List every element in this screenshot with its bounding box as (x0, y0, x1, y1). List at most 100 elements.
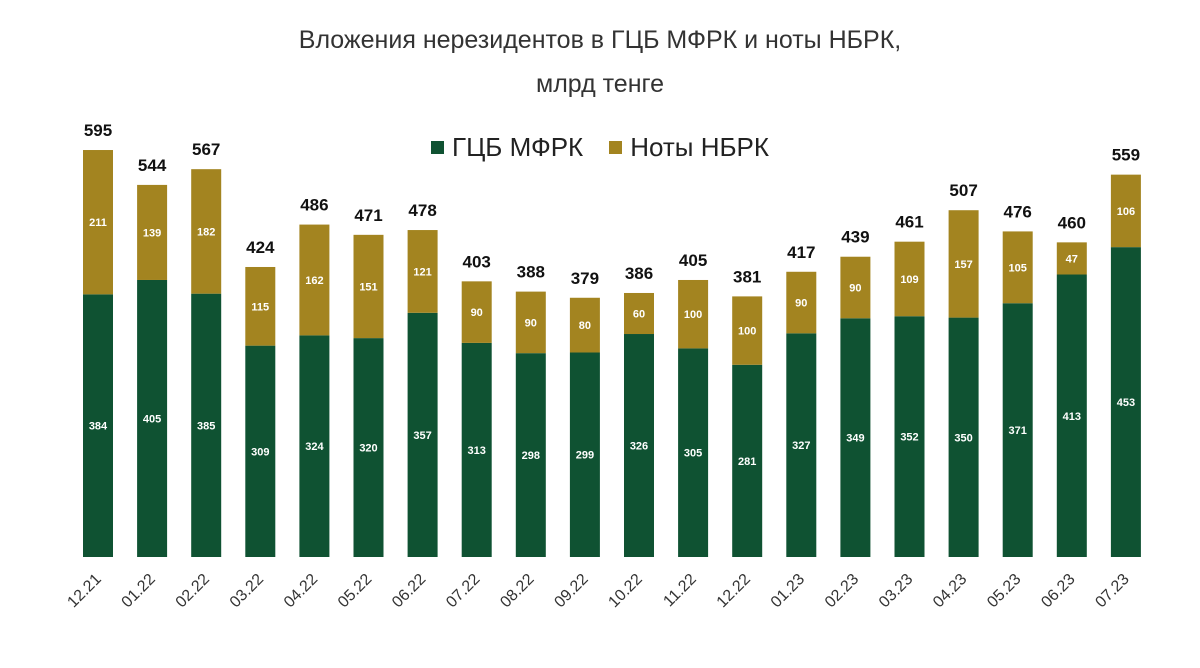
data-label-total: 486 (300, 196, 328, 215)
bar-gcb (786, 333, 817, 557)
x-tick-label: 05.23 (984, 571, 1024, 611)
data-label-notes: 105 (1009, 262, 1027, 274)
x-tick-label: 05.22 (335, 571, 375, 611)
data-label-notes: 121 (413, 266, 431, 278)
x-tick-label: 08.22 (497, 571, 537, 611)
x-tick-label: 03.22 (227, 571, 267, 611)
data-label-gcb: 305 (684, 448, 702, 460)
x-tick-label: 06.22 (389, 571, 429, 611)
data-label-notes: 90 (849, 283, 861, 295)
data-label-notes: 100 (684, 309, 702, 321)
bar-gcb (732, 364, 763, 557)
x-tick-label: 12.21 (64, 571, 104, 611)
bar-notes (1002, 231, 1033, 304)
x-tick-label: 01.22 (119, 571, 159, 611)
bar-gcb (515, 353, 546, 557)
bar-gcb (407, 312, 438, 557)
x-tick-label: 09.22 (551, 571, 591, 611)
bar-gcb (299, 335, 330, 557)
bar-gcb (353, 338, 384, 557)
data-label-total: 405 (679, 251, 707, 270)
bar-notes (678, 279, 709, 349)
bar-gcb (678, 348, 709, 557)
x-tick-label: 02.22 (173, 571, 213, 611)
bar-gcb (1002, 303, 1033, 557)
data-label-total: 544 (138, 156, 167, 175)
chart-legend: ГЦБ МФРК Ноты НБРК (0, 132, 1200, 163)
bar-notes (191, 169, 222, 294)
data-label-gcb: 350 (954, 432, 972, 444)
x-tick-label: 06.23 (1038, 571, 1078, 611)
data-label-gcb: 385 (197, 420, 215, 432)
bar-notes (732, 296, 763, 365)
data-label-gcb: 453 (1117, 397, 1135, 409)
data-label-total: 595 (84, 121, 112, 140)
data-label-total: 471 (354, 206, 382, 225)
data-label-gcb: 309 (251, 446, 269, 458)
data-label-notes: 109 (900, 274, 918, 286)
x-tick-label: 10.22 (605, 571, 645, 611)
data-label-total: 476 (1004, 202, 1032, 221)
bar-notes (840, 256, 871, 319)
data-label-total: 439 (841, 228, 869, 247)
legend-swatch-notes (609, 141, 623, 154)
x-tick-label: 01.23 (768, 571, 808, 611)
bar-gcb (137, 279, 168, 557)
data-label-notes: 90 (795, 298, 807, 310)
data-label-gcb: 349 (846, 433, 864, 445)
x-tick-label: 07.23 (1092, 571, 1132, 611)
data-label-total: 567 (192, 140, 220, 159)
x-tick-label: 03.23 (876, 571, 916, 611)
data-label-gcb: 413 (1063, 411, 1081, 423)
data-label-total: 388 (517, 263, 545, 282)
data-label-notes: 115 (251, 301, 269, 313)
bar-notes (515, 291, 546, 354)
data-label-gcb: 405 (143, 413, 161, 425)
data-label-notes: 139 (143, 227, 161, 239)
x-tick-label: 11.22 (660, 571, 700, 611)
data-label-notes: 100 (738, 326, 756, 338)
data-label-total: 460 (1058, 213, 1086, 232)
data-label-notes: 151 (359, 281, 377, 293)
data-label-gcb: 298 (522, 450, 540, 462)
bar-gcb (894, 316, 925, 557)
data-label-notes: 211 (89, 217, 107, 229)
bar-notes (1056, 242, 1087, 275)
data-label-gcb: 281 (738, 456, 756, 468)
data-label-gcb: 320 (359, 443, 377, 455)
legend-swatch-gcb (430, 141, 444, 154)
data-label-notes: 106 (1117, 206, 1135, 218)
bar-notes (137, 184, 168, 280)
bar-notes (569, 297, 600, 353)
data-label-gcb: 327 (792, 440, 810, 452)
data-label-notes: 90 (471, 307, 483, 319)
data-label-total: 381 (733, 267, 761, 286)
bar-notes (83, 150, 113, 295)
bar-gcb (840, 318, 871, 557)
bar-gcb (624, 334, 654, 557)
legend-item-notes: Ноты НБРК (609, 132, 769, 163)
chart-title-line2: млрд тенге (536, 70, 664, 98)
x-tick-label: 02.23 (822, 571, 862, 611)
data-label-notes: 47 (1066, 253, 1078, 265)
data-label-total: 417 (787, 243, 815, 262)
x-tick-label: 04.22 (281, 571, 321, 611)
data-label-notes: 162 (305, 275, 323, 287)
bar-notes (353, 234, 384, 339)
data-label-gcb: 371 (1009, 425, 1027, 437)
data-label-notes: 80 (579, 320, 591, 332)
data-label-total: 507 (949, 181, 977, 200)
data-label-gcb: 299 (576, 450, 594, 462)
data-label-total: 559 (1112, 146, 1140, 165)
bar-gcb (1056, 274, 1087, 557)
bar-notes (299, 224, 330, 336)
bar-notes (624, 292, 654, 335)
bar-notes (1110, 174, 1141, 248)
data-label-notes: 157 (954, 259, 972, 271)
bar-notes (245, 266, 276, 346)
data-label-total: 386 (625, 264, 653, 283)
bar-notes (461, 281, 492, 343)
data-label-notes: 182 (197, 226, 215, 238)
bar-notes (948, 210, 979, 318)
x-tick-label: 12.22 (714, 571, 754, 611)
